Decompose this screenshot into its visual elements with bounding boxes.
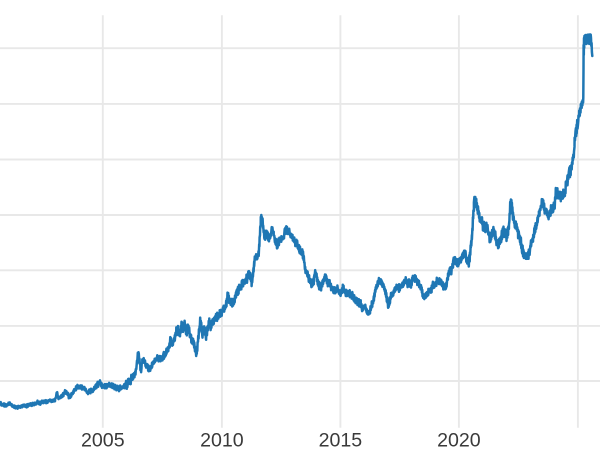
svg-text:2015: 2015 <box>319 430 363 451</box>
svg-text:2010: 2010 <box>200 430 244 451</box>
svg-text:2005: 2005 <box>81 430 125 451</box>
svg-text:2020: 2020 <box>437 430 481 451</box>
